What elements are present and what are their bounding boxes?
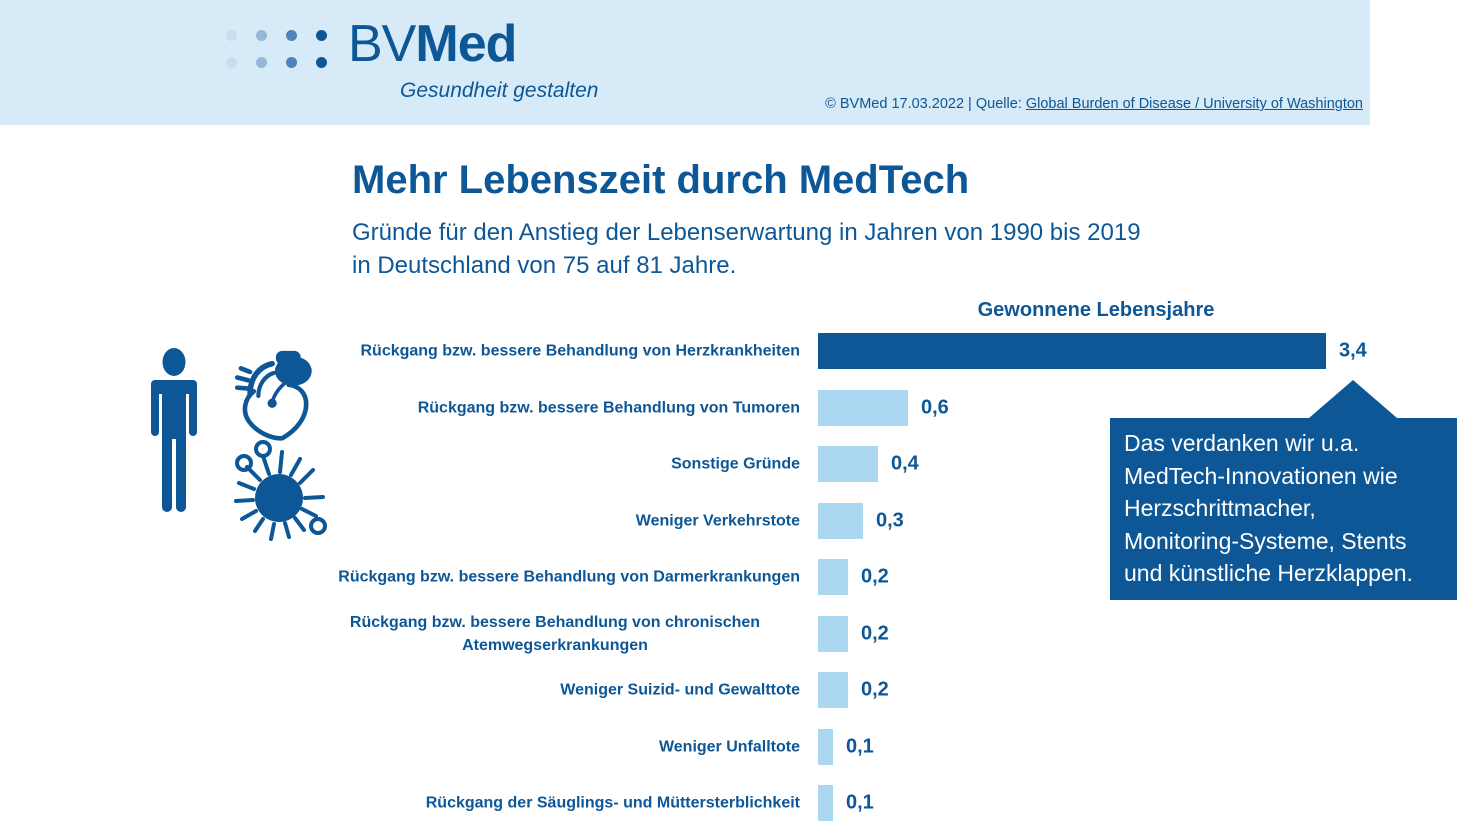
bar [818, 785, 833, 821]
bar-value-label: 0,6 [921, 396, 949, 418]
chart-row: Rückgang bzw. bessere Behandlung von Dar… [0, 559, 1479, 595]
callout-box: Das verdanken wir u.a. MedTech-Innovation… [1110, 380, 1457, 600]
bar [818, 446, 878, 482]
bar [818, 559, 848, 595]
logo-text-med: Med [415, 15, 517, 73]
bar-category-label: Rückgang bzw. bessere Behandlung von Dar… [338, 568, 800, 586]
person-icon [143, 347, 205, 513]
subtitle-line-2: in Deutschland von 75 auf 81 Jahre. [352, 252, 737, 279]
logo-dot [286, 30, 297, 41]
chart-row: Rückgang bzw. bessere Behandlung von Her… [0, 333, 1479, 369]
bar-value-label: 0,1 [846, 791, 874, 814]
credit-text: © BVMed 17.03.2022 | Quelle: [825, 96, 1026, 112]
bar-category-label: Rückgang der Säuglings- und Müttersterbl… [425, 794, 800, 812]
credit-source-link[interactable]: Global Burden of Disease / University of… [1025, 96, 1363, 112]
callout-line: Das verdanken wir u.a. [1124, 430, 1360, 456]
logo-tagline: Gesundheit gestalten [400, 79, 599, 102]
callout-line: Herzschrittmacher, [1124, 495, 1316, 521]
logo-dot [256, 57, 267, 68]
bar-value-label: 3,4 [1339, 339, 1367, 362]
chart-row: Rückgang bzw. bessere Behandlung von Tum… [0, 389, 1479, 426]
bar-category-label: Sonstige Gründe [671, 455, 800, 473]
bvmed-logo: BVMed [348, 15, 517, 73]
logo-dot [226, 57, 237, 68]
logo-dot [226, 30, 237, 41]
callout-text: Das verdanken wir u.a. MedTech-Innovation… [1110, 418, 1457, 590]
bar-category-label: Rückgang bzw. bessere Behandlung von Tum… [417, 398, 800, 416]
chart-row: Sonstige Gründe 0,4 [0, 446, 1479, 482]
chart-row: Rückgang bzw. bessere Behandlung von chr… [0, 613, 1479, 653]
bar [818, 672, 848, 708]
header-band: BVMed Gesundheit gestalten © BVMed 17.03… [0, 0, 1370, 125]
chart-row: Weniger Suizid- und Gewalttote 0,2 [0, 672, 1479, 708]
callout-line: MedTech-Innovationen wie [1124, 462, 1398, 489]
bar [818, 615, 848, 652]
credit-line: © BVMed 17.03.2022 | Quelle: Global Burd… [825, 96, 1363, 112]
bar-value-label: 0,3 [876, 509, 904, 531]
bar [818, 333, 1326, 369]
callout-line: und künstliche Herzklappen. [1124, 560, 1413, 586]
bar-category-label: Weniger Verkehrstote [635, 511, 800, 529]
chart-title: Gewonnene Lebensjahre [977, 299, 1215, 321]
logo-dot [256, 30, 267, 41]
bar-category-label: Weniger Unfalltote [658, 737, 800, 755]
bar-category-label: Rückgang bzw. bessere Behandlung von chr… [349, 613, 761, 654]
logo-dot [286, 57, 297, 68]
heart-pacemaker-icon [228, 340, 320, 450]
page-subtitle: Gründe für den Anstieg der Lebenserwartu… [352, 216, 1141, 282]
bar-value-label: 0,4 [891, 452, 919, 475]
logo-dot [316, 30, 327, 41]
page-title: Mehr Lebenszeit durch MedTech [352, 158, 970, 202]
bar-category-label: Rückgang bzw. bessere Behandlung von Her… [360, 342, 800, 360]
bar-value-label: 0,2 [861, 622, 889, 644]
bar-value-label: 0,2 [861, 565, 889, 588]
chart-row: Rückgang der Säuglings- und Müttersterbl… [0, 785, 1479, 821]
bar [818, 728, 833, 765]
logo-text-bv: BV [348, 15, 416, 73]
logo-dots-icon [226, 30, 327, 68]
bar [818, 389, 908, 426]
virus-cell-icon [222, 436, 334, 548]
subtitle-line-1: Gründe für den Anstieg der Lebenserwartu… [352, 219, 1141, 246]
callout-arrow-up-icon [1309, 380, 1397, 418]
chart-row: Weniger Unfalltote 0,1 [0, 728, 1479, 765]
bar-value-label: 0,2 [861, 678, 889, 701]
chart-row: Weniger Verkehrstote 0,3 [0, 502, 1479, 539]
callout-line: Monitoring-Systeme, Stents [1124, 527, 1407, 554]
bar-category-label: Weniger Suizid- und Gewalttote [560, 681, 800, 699]
logo-dot [316, 57, 327, 68]
bar-value-label: 0,1 [846, 735, 874, 757]
bar [818, 502, 863, 539]
